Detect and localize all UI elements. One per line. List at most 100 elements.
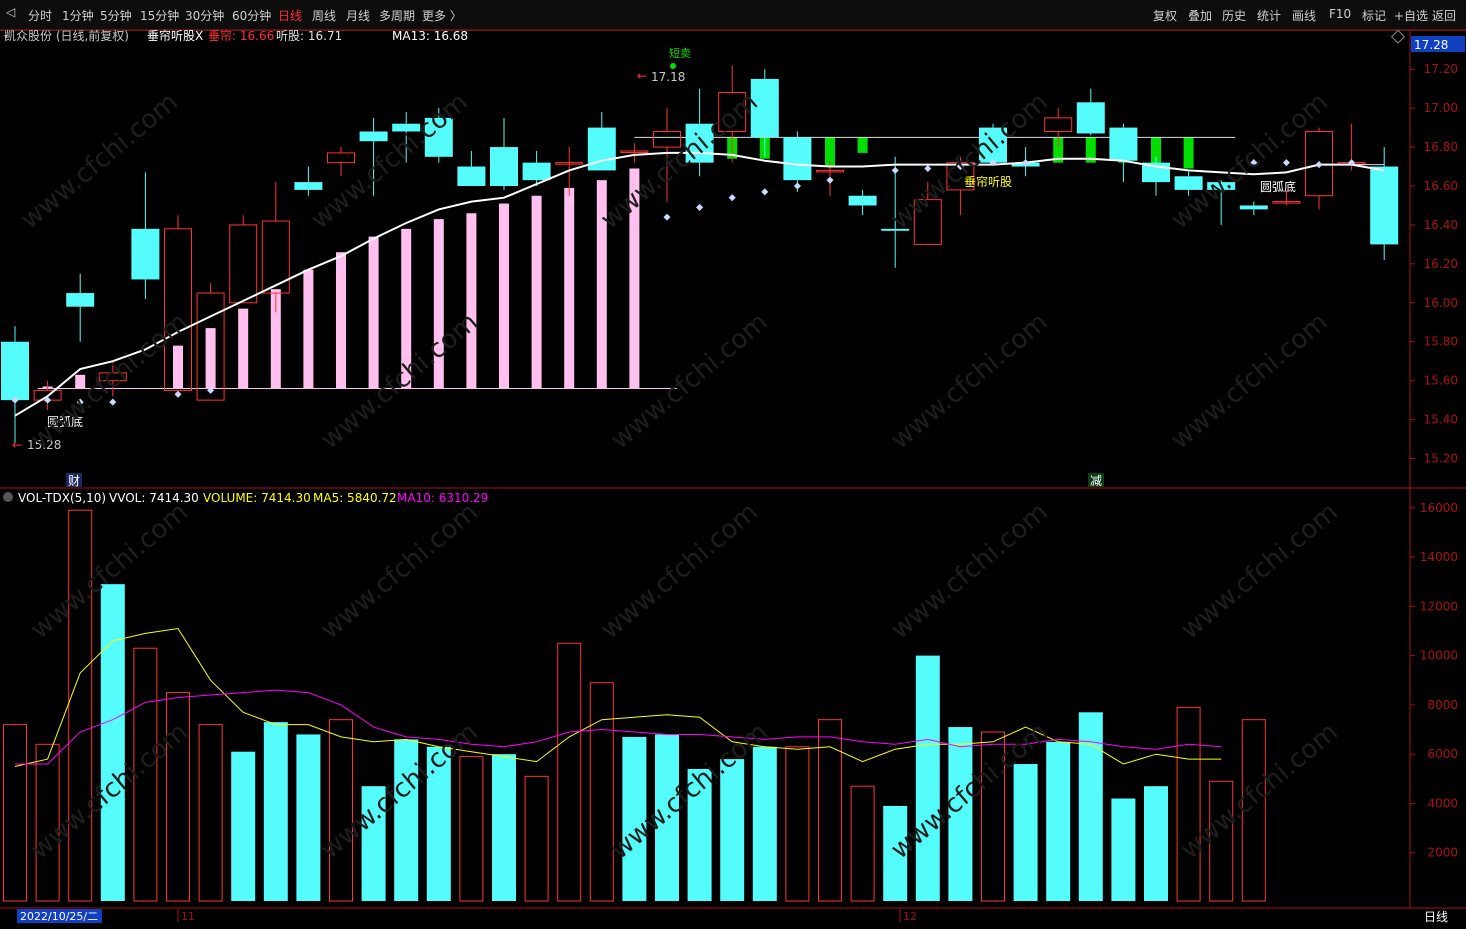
price-tick-label: 17.20 <box>1424 62 1458 76</box>
pink-column <box>433 219 444 389</box>
volume-tick-label: 4000 <box>1427 796 1458 810</box>
candle-body-up <box>1272 201 1301 204</box>
month-label-11: 11 <box>181 910 195 923</box>
green-column <box>1183 137 1194 169</box>
volume-bar-down <box>752 746 777 901</box>
volume-bar-down <box>1111 798 1136 901</box>
period-5[interactable]: 60分钟 <box>232 9 272 23</box>
period-9[interactable]: 多周期 <box>379 9 416 23</box>
volume-bar-down <box>1078 712 1103 901</box>
period-4[interactable]: 30分钟 <box>185 9 225 23</box>
period-0[interactable]: 分时 <box>28 9 53 23</box>
toolbar-right-0[interactable]: 复权 <box>1153 9 1178 23</box>
signal-dot <box>663 213 671 221</box>
ma10-line <box>15 689 1222 765</box>
period-8[interactable]: 月线 <box>346 9 371 23</box>
volume-bar-up <box>981 731 1005 902</box>
low-marker-label: 15.28 <box>27 438 61 452</box>
signal-dot <box>989 159 997 167</box>
chuilian-tinggu-label: 垂帘听股 <box>964 174 1012 189</box>
volume-bar-down <box>394 739 419 901</box>
period-10[interactable]: 更多 〉 <box>422 9 462 23</box>
volume-tick-label: 6000 <box>1427 747 1458 761</box>
candle-body-down <box>457 166 486 186</box>
signal-dot <box>207 386 215 394</box>
candle-body-up <box>620 150 649 153</box>
volume-bar-down <box>100 584 125 901</box>
watermark: www.cfchi.com <box>25 307 194 455</box>
stock-title: 凯众股份 (日线,前复权) <box>4 28 129 43</box>
pink-column <box>401 228 412 389</box>
toolbar-right-6[interactable]: 标记 <box>1362 9 1387 23</box>
toolbar-right-1[interactable]: 叠加 <box>1188 9 1213 23</box>
toolbar-right-5[interactable]: F10 <box>1329 7 1352 21</box>
pink-column <box>303 269 314 389</box>
period-1[interactable]: 1分钟 <box>62 9 94 23</box>
candle-body-down <box>1076 102 1105 134</box>
period-2[interactable]: 5分钟 <box>100 9 132 23</box>
candle-body-down <box>294 182 323 190</box>
green-column <box>1151 137 1161 167</box>
volume-tick-label: 10000 <box>1420 649 1458 663</box>
last-price-label: 17.28 <box>1414 38 1448 52</box>
yuanhudi-label-2: 圆弧底 <box>1260 179 1296 194</box>
price-tick-label: 15.80 <box>1424 335 1458 349</box>
toolbar-right-2[interactable]: 历史 <box>1222 9 1247 23</box>
pink-column <box>238 308 249 389</box>
volume-bar-up <box>198 724 223 902</box>
toolbar-right-4[interactable]: 画线 <box>1292 9 1317 23</box>
start-date-label: 2022/10/25/二 <box>20 910 98 923</box>
volume-bar-up <box>818 719 842 902</box>
watermark: www.cfchi.com <box>595 87 764 235</box>
volume-bar-up <box>329 719 353 902</box>
volume-bar-down <box>948 727 973 901</box>
volume-bar-up <box>1209 780 1234 902</box>
volume-indicator-name: VOL-TDX(5,10) <box>18 491 106 505</box>
signal-dot <box>1315 161 1323 169</box>
signal-dot <box>11 396 19 404</box>
period-7[interactable]: 周线 <box>312 9 337 23</box>
period-6[interactable]: 日线 <box>278 9 303 23</box>
candle-body-down <box>66 293 95 307</box>
candle-body-down <box>392 123 421 132</box>
signal-dot <box>826 176 834 184</box>
candle-body-down <box>783 137 812 181</box>
volume-bar-down <box>622 736 647 901</box>
collapse-icon <box>4 35 8 39</box>
volume-bar-down <box>296 734 321 901</box>
candle-body-down <box>490 147 518 186</box>
price-tick-label: 17.00 <box>1424 101 1458 115</box>
watermark: www.cfchi.com <box>595 497 764 645</box>
jian-label: 减 <box>1090 474 1102 488</box>
candle-body-up <box>718 92 747 132</box>
month-label-12: 12 <box>903 910 917 923</box>
signal-dot <box>1282 159 1290 167</box>
signal-dot <box>793 182 801 190</box>
signal-dot <box>109 398 117 406</box>
pink-column <box>466 213 477 389</box>
green-column <box>1053 137 1064 163</box>
volume-tick-label: 8000 <box>1427 698 1458 712</box>
toolbar-right-3[interactable]: 统计 <box>1257 9 1282 23</box>
candle-body-up <box>164 228 192 391</box>
period-toolbar: 分时 1分钟 5分钟 15分钟 30分钟 60分钟 日线 周线 月线 多周期 更多 〉 ◁ 复权 叠加 历史… <box>0 0 1466 31</box>
candle-body-up <box>1044 117 1073 132</box>
volume-bar-down <box>426 746 451 901</box>
start-date-tag <box>17 909 102 923</box>
volume-bar-down <box>492 754 516 901</box>
pink-column <box>368 236 379 389</box>
ma5-line <box>14 627 1222 767</box>
toolbar-right-8[interactable]: 返回 <box>1432 9 1457 23</box>
chuilian-value: 垂帘: 16.66 <box>208 28 274 43</box>
candle-body-up <box>327 152 355 164</box>
duanmai-dot <box>670 63 676 69</box>
back-icon[interactable]: ◁ <box>6 5 16 19</box>
pink-column <box>173 345 183 389</box>
toolbar-right-7[interactable]: +自选 <box>1394 9 1429 23</box>
signal-dot <box>696 203 704 211</box>
period-button: 日线 <box>1424 910 1448 924</box>
period-3[interactable]: 15分钟 <box>140 9 180 23</box>
watermark: www.cfchi.com <box>15 87 184 235</box>
signal-dot <box>761 188 769 196</box>
